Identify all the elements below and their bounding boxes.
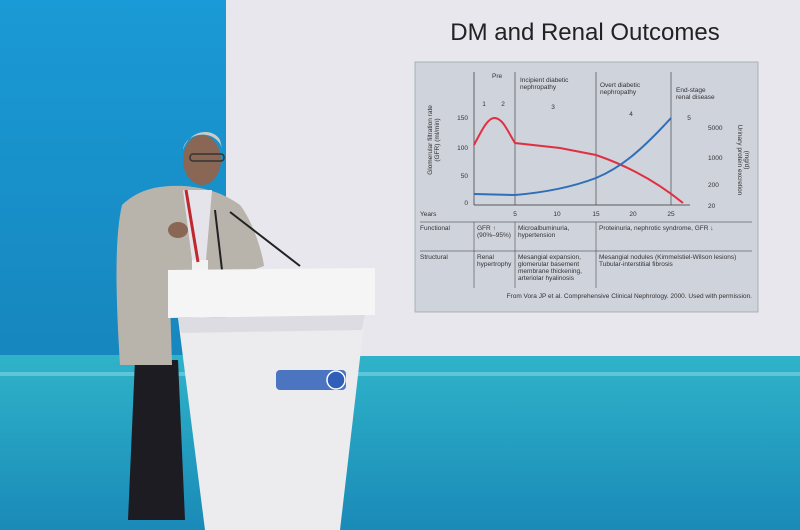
led-stripe [0, 372, 800, 376]
protein-curve [473, 117, 672, 197]
lanyard [184, 189, 200, 263]
left-axis-label: Glomerular filtration rate [427, 105, 434, 175]
head [183, 135, 221, 185]
stage-header: nephropathy [600, 89, 637, 96]
glasses [189, 153, 225, 162]
table-cell: Renal [477, 254, 495, 261]
x-tick-label: 25 [667, 211, 675, 218]
table-cell: Tubular-interstitial fibrosis [599, 261, 674, 268]
table-cell: hypertrophy [477, 261, 512, 268]
table-cell: Mesangial nodules (Kimmelstiel-Wilson le… [599, 254, 736, 261]
gfr-curve [473, 117, 684, 204]
row-label: Structural [420, 254, 448, 261]
podium [168, 268, 375, 530]
left-tick-label: 100 [457, 145, 468, 152]
stage-number: 2 [501, 101, 505, 108]
table-cell: Proteinuria, nephrotic syndrome, GFR ↓ [599, 225, 714, 232]
table-cell: membrane thickening, [518, 268, 582, 275]
right-tick-label: 5000 [708, 125, 723, 132]
x-tick-label: 15 [592, 211, 600, 218]
table-cell: arteriolar hyalinosis [518, 275, 575, 282]
figure-source: From Vora JP et al. Comprehensive Clinic… [507, 293, 753, 300]
stage-header: Overt diabetic [600, 82, 641, 89]
right-axis-label: Urinary protein excretion [736, 125, 743, 196]
table-cell: Microalbuminuria, [518, 225, 569, 232]
logo-globe [326, 370, 346, 390]
trousers [128, 360, 185, 520]
figure-panel [414, 61, 759, 313]
left-tick-label: 50 [461, 173, 469, 180]
microphone [229, 211, 301, 267]
stage-number: 4 [629, 111, 633, 118]
table-cell: glomerular basement [518, 261, 579, 268]
stage-header: Pre [492, 73, 503, 80]
hair [183, 131, 222, 150]
stage-number: 1 [482, 101, 486, 108]
table-cell: (90%–95%) [477, 232, 511, 239]
stage-header: nephropathy [520, 84, 557, 91]
left-tick-label: 150 [457, 115, 468, 122]
slide-title: DM and Renal Outcomes [450, 19, 719, 46]
stage-header: Incipient diabetic [520, 77, 569, 84]
left-axis-label: (GFR) (ml/min) [434, 118, 441, 161]
right-axis-label: (mg/d) [743, 151, 750, 170]
hand [168, 222, 188, 238]
podium-shadow [178, 315, 365, 333]
led-wall [0, 355, 800, 530]
row-label: Functional [420, 225, 451, 232]
podium-top [168, 268, 375, 318]
stage-number: 5 [687, 115, 691, 122]
x-tick-label: 10 [553, 211, 561, 218]
podium-body [178, 315, 365, 530]
x-tick-label: 5 [513, 211, 517, 218]
table-cell: GFR ↑ [477, 225, 496, 232]
x-tick-label: 20 [629, 211, 637, 218]
stage-header: End-stage [676, 87, 706, 94]
right-tick-label: 20 [708, 203, 716, 210]
microphone [214, 209, 223, 271]
stage-number: 3 [551, 104, 555, 111]
table-cell: Mesangial expansion, [518, 254, 581, 261]
stage-header: renal disease [676, 94, 715, 101]
left-tick-label: 0 [464, 200, 468, 207]
table-cell: hypertension [518, 232, 556, 239]
right-tick-label: 200 [708, 182, 719, 189]
x-axis-label: Years [420, 211, 437, 218]
right-tick-label: 1000 [708, 155, 723, 162]
